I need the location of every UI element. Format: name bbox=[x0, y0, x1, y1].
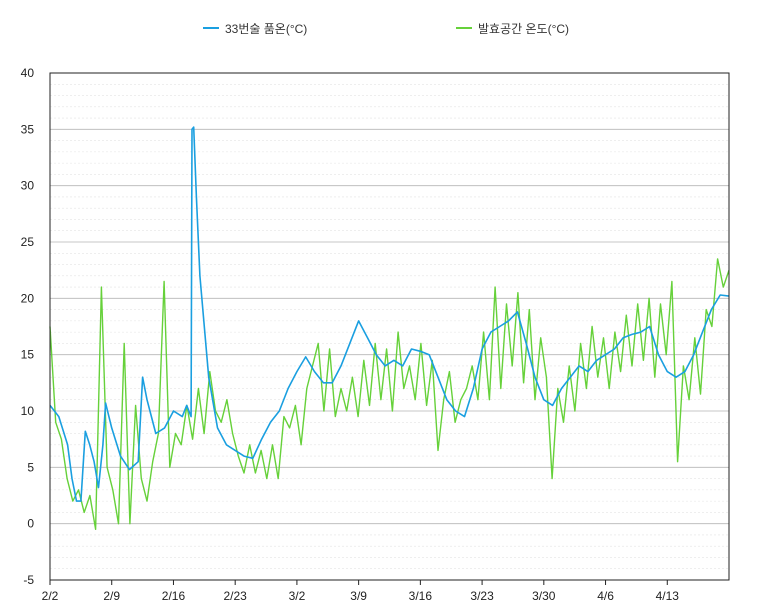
y-tick-label: 5 bbox=[27, 460, 34, 474]
x-tick-label: 4/13 bbox=[656, 589, 680, 603]
series-line-batch-33-temp bbox=[49, 126, 730, 502]
y-tick-label: 15 bbox=[21, 348, 35, 362]
legend: 33번술 품온(°C) 발효공간 온도(°C) bbox=[203, 22, 569, 36]
x-tick-label: 4/6 bbox=[597, 589, 614, 603]
x-tick-label: 2/23 bbox=[224, 589, 248, 603]
x-tick-label: 3/30 bbox=[532, 589, 556, 603]
legend-label-series-2: 발효공간 온도(°C) bbox=[478, 22, 569, 36]
x-tick-label: 3/2 bbox=[289, 589, 306, 603]
y-tick-label: 40 bbox=[21, 66, 35, 80]
y-tick-label: 20 bbox=[21, 291, 35, 305]
x-tick-label: 3/16 bbox=[409, 589, 433, 603]
y-axis: -5 0 5 10 15 20 25 30 35 40 bbox=[21, 66, 35, 587]
series-line-fermentation-room bbox=[49, 258, 730, 530]
plot-frame bbox=[49, 72, 730, 581]
x-tick-label: 3/23 bbox=[470, 589, 494, 603]
x-tick-label: 2/2 bbox=[42, 589, 59, 603]
y-tick-label: 30 bbox=[21, 179, 35, 193]
grid bbox=[50, 72, 729, 581]
legend-label-series-1: 33번술 품온(°C) bbox=[225, 22, 307, 36]
x-tick-label: 2/9 bbox=[103, 589, 120, 603]
plot-area bbox=[49, 126, 730, 530]
x-axis: 2/2 2/9 2/16 2/23 3/2 3/9 3/16 3/23 3/30 4/6 4/13 bbox=[42, 580, 680, 603]
y-tick-label: 10 bbox=[21, 404, 35, 418]
y-tick-label: 0 bbox=[27, 517, 34, 531]
y-tick-label: 35 bbox=[21, 122, 35, 136]
x-tick-label: 3/9 bbox=[350, 589, 367, 603]
y-tick-label: -5 bbox=[23, 573, 34, 587]
x-tick-label: 2/16 bbox=[162, 589, 186, 603]
y-tick-label: 25 bbox=[21, 235, 35, 249]
